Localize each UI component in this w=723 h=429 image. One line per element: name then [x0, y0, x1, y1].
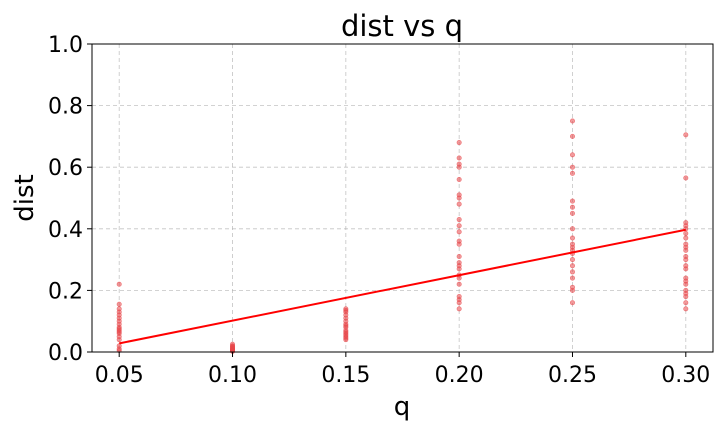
- scatter-point: [456, 275, 462, 281]
- scatter-point: [569, 275, 575, 281]
- scatter-point: [456, 140, 462, 146]
- scatter-point: [569, 204, 575, 210]
- scatter-point: [569, 269, 575, 275]
- y-axis-label: dist: [10, 174, 40, 221]
- scatter-point: [683, 300, 689, 306]
- scatter-point: [569, 198, 575, 204]
- scatter-point: [456, 223, 462, 229]
- scatter-point: [456, 164, 462, 170]
- scatter-point: [456, 177, 462, 183]
- scatter-point: [456, 266, 462, 272]
- y-tick-label: 0.2: [48, 279, 83, 304]
- scatter-point: [456, 217, 462, 223]
- scatter-point: [569, 263, 575, 269]
- scatter-point: [456, 201, 462, 207]
- scatter-point: [569, 257, 575, 263]
- scatter-point: [569, 210, 575, 216]
- x-tick-label: 0.05: [95, 363, 144, 388]
- trend-line: [119, 228, 686, 345]
- scatter-point: [683, 175, 689, 181]
- scatter-point: [569, 164, 575, 170]
- scatter-point: [569, 287, 575, 293]
- scatter-point: [569, 133, 575, 139]
- scatter-point: [569, 226, 575, 232]
- y-tick-label: 0.0: [48, 341, 83, 366]
- scatter-point: [683, 306, 689, 312]
- scatter-point: [116, 301, 122, 307]
- scatter-point: [683, 235, 689, 241]
- chart-title: dist vs q: [341, 9, 463, 43]
- x-tick-label: 0.10: [208, 363, 257, 388]
- scatter-point: [683, 230, 689, 236]
- y-tick-label: 0.8: [48, 95, 83, 120]
- x-axis-label: q: [394, 392, 411, 422]
- y-tick-label: 1.0: [48, 33, 83, 58]
- scatter-point: [116, 337, 122, 343]
- y-axis-ticks: 0.0 0.2 0.4 0.6 0.8 1.0: [48, 33, 92, 366]
- scatter-point: [683, 247, 689, 253]
- scatter-point: [683, 281, 689, 287]
- trend-line-group: [119, 228, 686, 345]
- x-tick-label: 0.15: [321, 363, 370, 388]
- scatter-point: [456, 254, 462, 260]
- scatter-point: [683, 266, 689, 272]
- scatter-point: [569, 170, 575, 176]
- scatter-point: [683, 257, 689, 263]
- x-tick-label: 0.20: [435, 363, 484, 388]
- scatter-point: [456, 281, 462, 287]
- scatter-points: [116, 118, 689, 354]
- y-tick-label: 0.4: [48, 218, 83, 243]
- scatter-point: [343, 337, 349, 343]
- plot-frame: [91, 43, 714, 353]
- scatter-point: [456, 306, 462, 312]
- x-tick-label: 0.30: [661, 363, 710, 388]
- scatter-point: [569, 118, 575, 124]
- scatter-point: [456, 300, 462, 306]
- scatter-point: [116, 281, 122, 287]
- scatter-point: [456, 195, 462, 201]
- scatter-point: [683, 294, 689, 300]
- scatter-point: [569, 300, 575, 306]
- x-axis-ticks: 0.05 0.10 0.15 0.20 0.25 0.30: [95, 352, 710, 388]
- scatter-point: [683, 132, 689, 138]
- scatter-point: [456, 241, 462, 247]
- scatter-point: [456, 155, 462, 161]
- y-tick-label: 0.6: [48, 156, 83, 181]
- scatter-point: [569, 235, 575, 241]
- scatter-point: [456, 229, 462, 235]
- grid: [92, 43, 713, 353]
- scatter-point: [569, 152, 575, 158]
- x-tick-label: 0.25: [548, 363, 597, 388]
